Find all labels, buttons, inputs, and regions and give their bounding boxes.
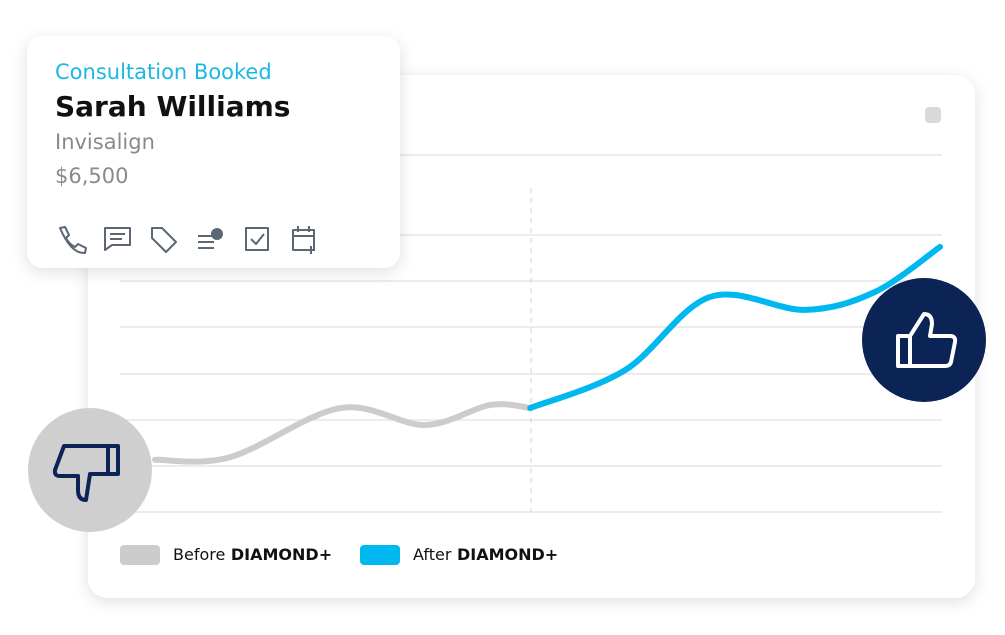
legend: Before DIAMOND+ After DIAMOND+ bbox=[120, 545, 558, 565]
line bbox=[152, 401, 534, 465]
plot bbox=[152, 243, 943, 465]
actions bbox=[59, 226, 315, 255]
amount: $6,500 bbox=[55, 164, 128, 188]
note-icon[interactable] bbox=[198, 235, 214, 249]
lead-card bbox=[27, 36, 400, 268]
treatment: Invisalign bbox=[55, 130, 155, 154]
legend-label: After DIAMOND+ bbox=[413, 545, 558, 564]
legend-label: Before DIAMOND+ bbox=[173, 545, 332, 564]
calendar-icon[interactable] bbox=[292, 226, 315, 254]
thumbs-down bbox=[28, 408, 152, 532]
task-icon[interactable] bbox=[245, 227, 269, 251]
message-icon[interactable] bbox=[104, 227, 131, 251]
lead-name: Sarah Williams bbox=[55, 90, 290, 123]
tag-icon[interactable] bbox=[151, 227, 177, 253]
status: Consultation Booked bbox=[55, 60, 272, 84]
legend-swatch bbox=[360, 545, 400, 565]
line bbox=[527, 243, 943, 412]
thumbs-up bbox=[862, 278, 986, 402]
alert-dot bbox=[211, 228, 223, 240]
legend-swatch bbox=[120, 545, 160, 565]
call-icon[interactable] bbox=[59, 226, 87, 255]
menu-dot[interactable] bbox=[925, 107, 941, 123]
